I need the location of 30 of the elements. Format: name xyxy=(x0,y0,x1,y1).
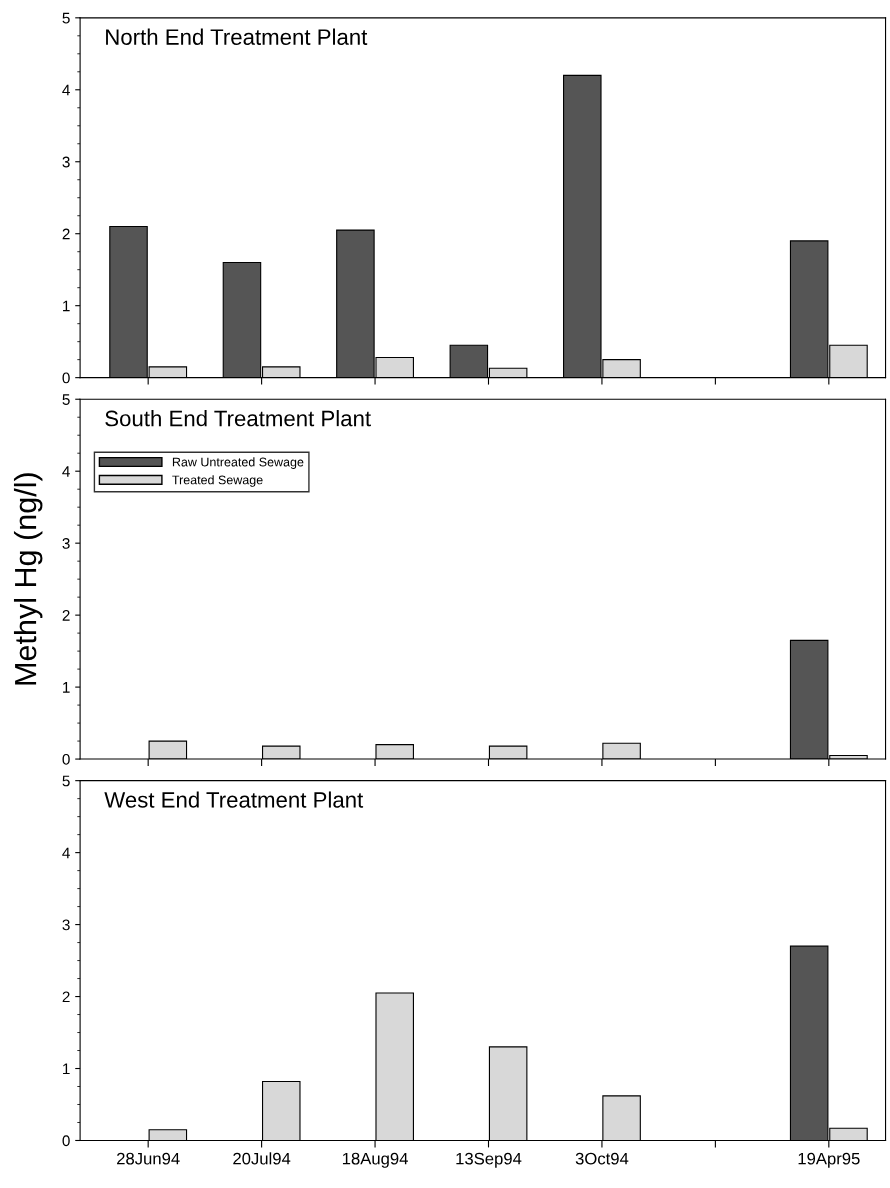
y-tick-label: 2 xyxy=(62,991,70,1003)
x-tick-label: 18Aug94 xyxy=(342,1152,408,1168)
y-tick-label: 5 xyxy=(62,394,70,405)
x-tick-label: 28Jun94 xyxy=(117,1152,180,1165)
y-tick-label: 0 xyxy=(62,372,70,384)
y-tick-label: 3 xyxy=(62,538,70,549)
chart-title: West End Treatment Plant xyxy=(104,791,364,808)
y-tick-label: 0 xyxy=(62,753,70,765)
legend-label: Treated Sewage xyxy=(172,475,263,487)
y-tick-label: 4 xyxy=(62,466,70,477)
y-tick-label: 1 xyxy=(63,300,70,312)
x-tick-label: 20Jul94 xyxy=(233,1152,291,1165)
x-tick-label: 13Sep94 xyxy=(456,1152,522,1168)
chart-title: North End Treatment Plant xyxy=(106,28,368,45)
y-tick-label: 0 xyxy=(62,1135,70,1147)
y-tick-label: 5 xyxy=(62,775,70,787)
y-tick-label: 4 xyxy=(62,84,70,96)
chart-title: South End Treatment Plant xyxy=(105,410,371,427)
y-tick-label: 3 xyxy=(62,156,70,168)
y-tick-label: 4 xyxy=(62,847,70,859)
y-tick-label: 2 xyxy=(62,610,70,621)
y-tick-label: 3 xyxy=(62,919,70,931)
legend-label: Raw Untreated Sewage xyxy=(172,457,304,469)
x-tick-label: 19Apr95 xyxy=(798,1152,860,1168)
y-tick-label: 1 xyxy=(63,1063,70,1075)
y-tick-label: 5 xyxy=(62,12,70,24)
y-tick-label: 1 xyxy=(63,682,70,693)
x-tick-label: 3Oct94 xyxy=(575,1152,629,1165)
y-axis-title: Methyl Hg (ng/l) xyxy=(13,473,43,685)
y-tick-label: 2 xyxy=(62,228,70,240)
